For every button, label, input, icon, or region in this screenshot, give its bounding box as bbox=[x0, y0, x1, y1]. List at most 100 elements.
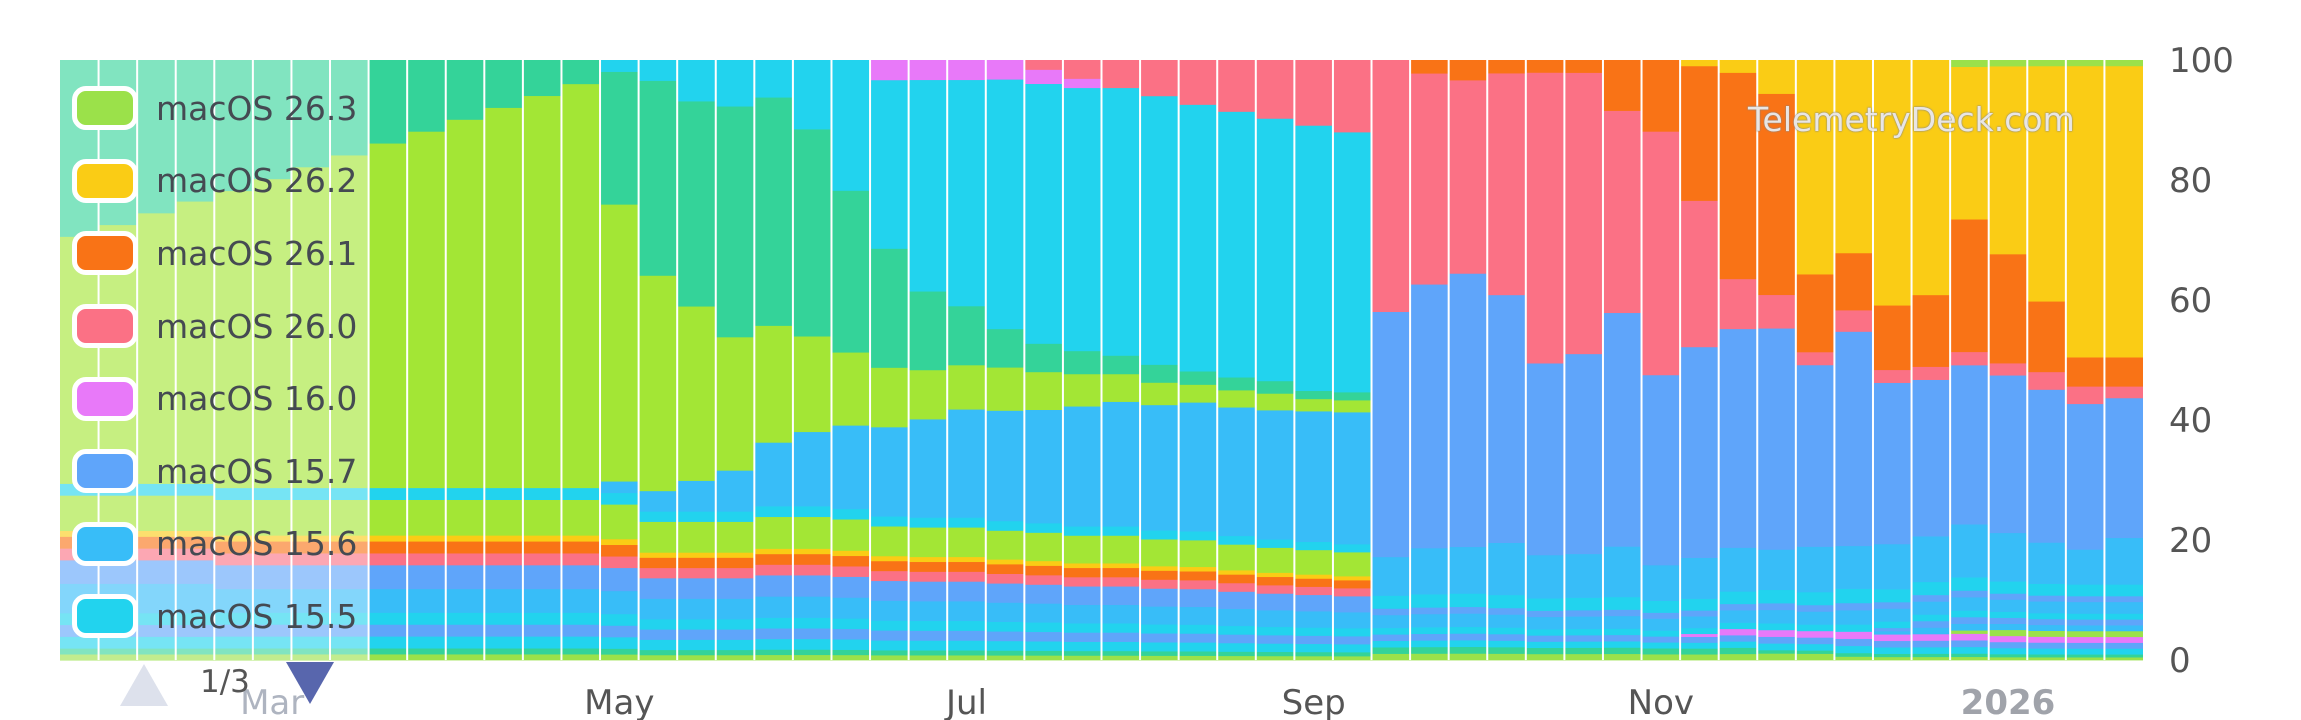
bar-segment-52-7[interactable] bbox=[2027, 618, 2066, 626]
bar-segment-33-26[interactable] bbox=[1294, 125, 1333, 392]
bar-segment-11-11[interactable] bbox=[445, 553, 485, 566]
bar-segment-14-9[interactable] bbox=[561, 588, 601, 613]
bar-segment-24-12[interactable] bbox=[947, 561, 986, 572]
bar-segment-7-11[interactable] bbox=[291, 553, 331, 566]
bar-segment-15-8[interactable] bbox=[600, 613, 639, 626]
bar-segment-52-5[interactable] bbox=[2027, 630, 2066, 637]
bar-segment-14-24[interactable] bbox=[561, 83, 601, 489]
bar-segment-13-14[interactable] bbox=[522, 499, 562, 536]
bar-segment-39-9[interactable] bbox=[1525, 616, 1565, 630]
bar-segment-25-15[interactable] bbox=[985, 520, 1025, 531]
bar-segment-3-24[interactable] bbox=[137, 212, 176, 484]
bar-segment-52-20[interactable] bbox=[2027, 301, 2066, 373]
bar-segment-47-21[interactable] bbox=[1834, 60, 1873, 254]
bar-segment-46-9[interactable] bbox=[1795, 611, 1835, 625]
bar-segment-49-16[interactable] bbox=[1911, 536, 1951, 583]
bar-segment-15-13[interactable] bbox=[600, 538, 639, 546]
bar-segment-33-10[interactable] bbox=[1294, 594, 1333, 612]
bar-segment-40-8[interactable] bbox=[1564, 628, 1603, 636]
bar-segment-44-20[interactable] bbox=[1718, 72, 1758, 280]
bar-segment-41-9[interactable] bbox=[1602, 615, 1642, 629]
bar-segment-54-7[interactable] bbox=[2104, 619, 2143, 626]
bar-segment-45-1[interactable] bbox=[1757, 649, 1796, 654]
bar-segment-49-20[interactable] bbox=[1911, 294, 1951, 367]
bar-segment-19-15[interactable] bbox=[754, 506, 793, 518]
bar-segment-22-11[interactable] bbox=[870, 570, 909, 582]
bar-segment-4-8[interactable] bbox=[175, 612, 215, 626]
bar-segment-7-3[interactable] bbox=[291, 624, 331, 637]
bar-segment-50-16[interactable] bbox=[1950, 524, 1989, 578]
bar-segment-20-12[interactable] bbox=[792, 553, 832, 565]
bar-segment-39-3[interactable] bbox=[1525, 635, 1565, 642]
bar-segment-52-19[interactable] bbox=[2027, 371, 2066, 390]
bar-segment-42-20[interactable] bbox=[1641, 60, 1681, 132]
bar-segment-51-1[interactable] bbox=[1988, 653, 2028, 658]
bar-segment-33-3[interactable] bbox=[1294, 635, 1333, 645]
bar-segment-27-24[interactable] bbox=[1062, 373, 1102, 407]
bar-segment-13-1[interactable] bbox=[522, 648, 562, 655]
bar-segment-45-21[interactable] bbox=[1757, 60, 1796, 94]
bar-segment-27-11[interactable] bbox=[1062, 576, 1102, 587]
bar-segment-7-10[interactable] bbox=[291, 564, 331, 590]
bar-segment-49-21[interactable] bbox=[1911, 60, 1951, 296]
bar-segment-52-2[interactable] bbox=[2027, 648, 2066, 655]
bar-segment-40-19[interactable] bbox=[1564, 72, 1603, 355]
bar-segment-22-15[interactable] bbox=[870, 516, 909, 527]
bar-segment-52-10[interactable] bbox=[2027, 595, 2066, 602]
bar-segment-54-4[interactable] bbox=[2104, 636, 2143, 643]
bar-segment-48-8[interactable] bbox=[1872, 621, 1912, 629]
bar-segment-12-14[interactable] bbox=[484, 499, 523, 536]
bar-segment-53-7[interactable] bbox=[2065, 619, 2105, 626]
bar-segment-34-1[interactable] bbox=[1332, 652, 1372, 657]
bar-segment-19-14[interactable] bbox=[754, 516, 793, 549]
bar-segment-47-3[interactable] bbox=[1834, 638, 1873, 647]
bar-segment-45-9[interactable] bbox=[1757, 609, 1796, 624]
bar-segment-37-19[interactable] bbox=[1448, 80, 1488, 274]
bar-segment-10-15[interactable] bbox=[407, 487, 446, 501]
bar-segment-19-1[interactable] bbox=[754, 649, 793, 656]
bar-segment-48-0[interactable] bbox=[1872, 656, 1912, 661]
bar-segment-39-8[interactable] bbox=[1525, 629, 1565, 636]
bar-segment-51-4[interactable] bbox=[1988, 635, 2028, 643]
bar-segment-24-13[interactable] bbox=[947, 556, 986, 563]
bar-segment-20-0[interactable] bbox=[792, 654, 832, 661]
bar-segment-31-14[interactable] bbox=[1217, 544, 1256, 571]
bar-segment-28-9[interactable] bbox=[1101, 604, 1141, 624]
bar-segment-8-13[interactable] bbox=[330, 535, 369, 542]
bar-segment-12-3[interactable] bbox=[484, 624, 523, 637]
bar-segment-53-22[interactable] bbox=[2065, 60, 2105, 67]
bar-segment-31-28[interactable] bbox=[1217, 60, 1256, 112]
bar-segment-47-10[interactable] bbox=[1834, 602, 1873, 611]
bar-segment-52-17[interactable] bbox=[2027, 389, 2066, 543]
bar-segment-52-21[interactable] bbox=[2027, 65, 2066, 302]
bar-segment-33-11[interactable] bbox=[1294, 586, 1333, 596]
bar-segment-52-8[interactable] bbox=[2027, 612, 2066, 620]
bar-segment-46-19[interactable] bbox=[1795, 351, 1835, 366]
bar-segment-5-1[interactable] bbox=[214, 648, 253, 655]
bar-segment-13-2[interactable] bbox=[522, 636, 562, 649]
bar-segment-30-23[interactable] bbox=[1178, 402, 1218, 532]
bar-segment-26-8[interactable] bbox=[1024, 622, 1063, 633]
bar-segment-29-26[interactable] bbox=[1140, 95, 1179, 365]
bar-segment-17-25[interactable] bbox=[677, 101, 716, 307]
bar-segment-40-0[interactable] bbox=[1564, 653, 1603, 661]
bar-segment-29-0[interactable] bbox=[1140, 655, 1179, 661]
bar-segment-25-3[interactable] bbox=[985, 631, 1025, 642]
bar-segment-53-15[interactable] bbox=[2065, 584, 2105, 597]
bar-segment-22-10[interactable] bbox=[870, 580, 909, 601]
bar-segment-24-23[interactable] bbox=[947, 409, 986, 518]
bar-segment-53-10[interactable] bbox=[2065, 595, 2105, 603]
bar-segment-16-0[interactable] bbox=[638, 654, 678, 661]
bar-segment-25-11[interactable] bbox=[985, 573, 1025, 584]
bar-segment-35-2[interactable] bbox=[1371, 640, 1411, 648]
bar-segment-51-9[interactable] bbox=[1988, 599, 2028, 612]
bar-segment-50-20[interactable] bbox=[1950, 219, 1989, 353]
bar-segment-17-10[interactable] bbox=[677, 577, 716, 599]
bar-segment-34-14[interactable] bbox=[1332, 552, 1372, 577]
bar-segment-35-16[interactable] bbox=[1371, 556, 1411, 596]
bar-segment-4-14[interactable] bbox=[175, 495, 215, 531]
bar-segment-5-10[interactable] bbox=[214, 564, 253, 590]
bar-segment-52-15[interactable] bbox=[2027, 583, 2066, 596]
bar-segment-11-15[interactable] bbox=[445, 487, 485, 501]
bar-segment-17-12[interactable] bbox=[677, 557, 716, 569]
